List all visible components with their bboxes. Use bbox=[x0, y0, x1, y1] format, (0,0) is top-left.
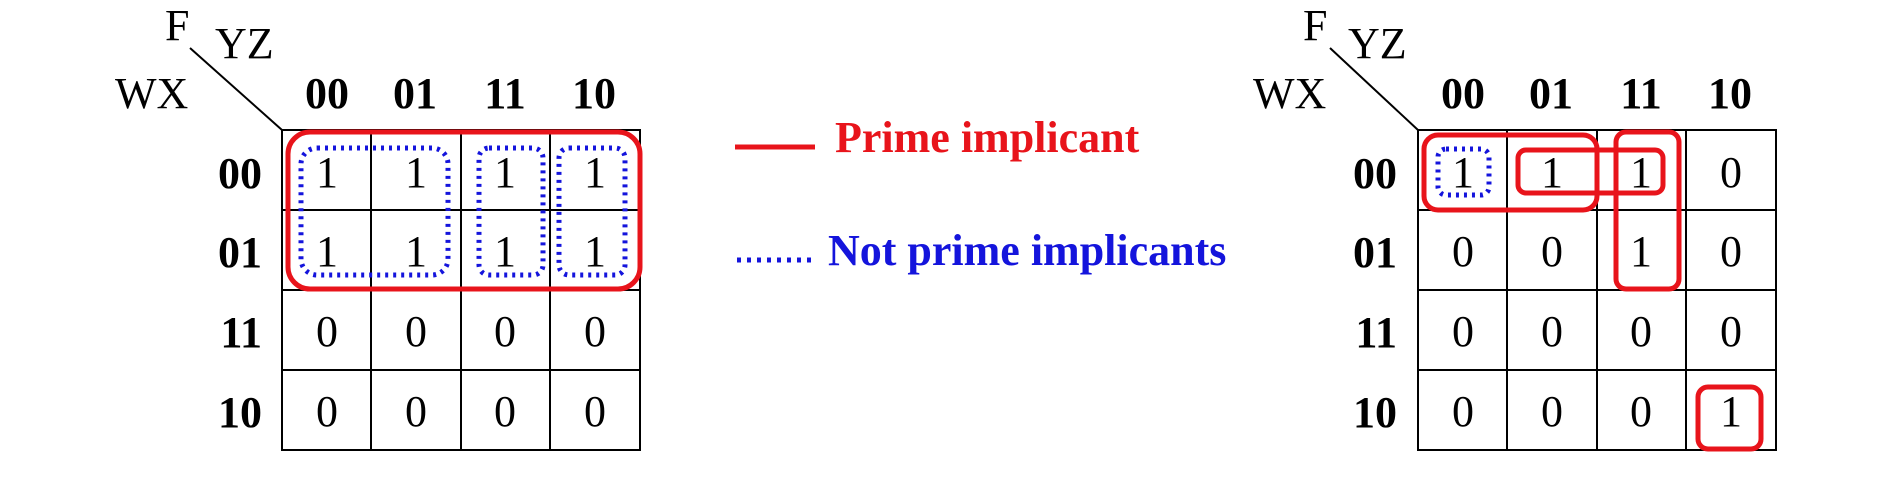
kmap-right-row-header: 10 bbox=[1353, 388, 1397, 437]
kmap-right-col-var-label: YZ bbox=[1348, 19, 1407, 68]
kmap-left-cell: 1 bbox=[494, 227, 516, 276]
kmap-left-cell: 1 bbox=[405, 227, 427, 276]
kmap-right-row-var-label: WX bbox=[1253, 69, 1326, 118]
kmap-left-cell: 1 bbox=[405, 148, 427, 197]
kmap-right-col-header: 01 bbox=[1529, 69, 1573, 118]
kmap-right-cell: 0 bbox=[1541, 227, 1563, 276]
kmap-left-prime-implicant-loop bbox=[285, 129, 643, 292]
kmap-left-cell: 1 bbox=[316, 227, 338, 276]
kmap-right-cell: 1 bbox=[1630, 148, 1652, 197]
kmap-right-row-headers: 00 01 11 10 bbox=[1353, 149, 1397, 437]
kmap-left-col-header: 11 bbox=[484, 69, 526, 118]
kmap-right-nonprime-loop bbox=[1435, 146, 1492, 198]
kmap-right: F YZ WX 00 01 11 10 00 01 11 10 1 1 1 bbox=[1253, 1, 1777, 452]
kmap-right-prime-implicant-loop bbox=[1613, 129, 1682, 292]
kmap-left-col-header: 00 bbox=[305, 69, 349, 118]
kmap-right-cell: 1 bbox=[1720, 387, 1742, 436]
kmap-left-nonprime-loop bbox=[298, 145, 451, 278]
kmap-left-col-header: 01 bbox=[393, 69, 437, 118]
kmap-left-col-var-label: YZ bbox=[215, 19, 274, 68]
kmap-right-col-header: 00 bbox=[1441, 69, 1485, 118]
legend: Prime implicant Not prime implicants bbox=[735, 113, 1226, 275]
kmap-right-cell: 0 bbox=[1541, 387, 1563, 436]
kmap-left-row-header: 00 bbox=[218, 149, 262, 198]
kmap-left-cell: 0 bbox=[584, 307, 606, 356]
kmap-right-cell: 0 bbox=[1452, 227, 1474, 276]
kmap-right-cells: 1 1 1 0 0 0 1 0 0 0 0 0 0 0 0 1 bbox=[1452, 148, 1742, 436]
kmap-right-cell: 0 bbox=[1630, 387, 1652, 436]
kmap-right-col-headers: 00 01 11 10 bbox=[1441, 69, 1752, 118]
kmap-right-col-header: 11 bbox=[1620, 69, 1662, 118]
legend-prime-label: Prime implicant bbox=[835, 113, 1140, 162]
kmap-right-cell: 0 bbox=[1541, 307, 1563, 356]
kmap-right-cell: 0 bbox=[1452, 387, 1474, 436]
kmap-right-col-header: 10 bbox=[1708, 69, 1752, 118]
kmap-left-row-var-label: WX bbox=[115, 69, 188, 118]
kmap-right-cell: 0 bbox=[1452, 307, 1474, 356]
kmap-right-cell: 0 bbox=[1720, 227, 1742, 276]
kmap-left-cell: 1 bbox=[494, 148, 516, 197]
kmap-left-cell: 0 bbox=[494, 387, 516, 436]
kmap-right-cell: 1 bbox=[1541, 148, 1563, 197]
kmap-right-prime-implicant-loop bbox=[1421, 132, 1600, 213]
kmap-left-corner-diagonal bbox=[189, 47, 283, 131]
kmap-left-cell: 1 bbox=[584, 148, 606, 197]
kmap-left-col-header: 10 bbox=[572, 69, 616, 118]
kmap-right-row-header: 01 bbox=[1353, 228, 1397, 277]
kmap-left-cell: 1 bbox=[584, 227, 606, 276]
kmap-right-cell: 1 bbox=[1630, 227, 1652, 276]
kmap-left-cell: 0 bbox=[584, 387, 606, 436]
kmap-right-corner-diagonal bbox=[1329, 47, 1419, 131]
kmap-right-cell: 0 bbox=[1720, 307, 1742, 356]
kmap-left-col-headers: 00 01 11 10 bbox=[305, 69, 616, 118]
kmap-right-prime-implicant-loop bbox=[1695, 384, 1764, 452]
kmap-right-cell: 1 bbox=[1452, 148, 1474, 197]
kmap-left-row-header: 01 bbox=[218, 228, 262, 277]
legend-nonprime-label: Not prime implicants bbox=[828, 226, 1226, 275]
kmap-left-nonprime-loop bbox=[476, 145, 546, 278]
kmap-right-prime-implicant-loop bbox=[1515, 147, 1666, 196]
kmap-left-row-header: 11 bbox=[220, 308, 262, 357]
kmap-right-grid bbox=[1417, 129, 1777, 451]
kmap-left-cell: 0 bbox=[316, 387, 338, 436]
kmap-left-row-header: 10 bbox=[218, 388, 262, 437]
kmap-left: F YZ WX 00 01 11 10 00 01 11 10 1 1 1 bbox=[115, 1, 643, 451]
kmap-left-cells: 1 1 1 1 1 1 1 1 0 0 0 0 0 0 0 0 bbox=[316, 148, 606, 436]
kmap-left-cell: 0 bbox=[405, 307, 427, 356]
kmap-left-cell: 0 bbox=[405, 387, 427, 436]
kmap-right-function-label: F bbox=[1303, 1, 1327, 50]
kmap-left-cell: 0 bbox=[494, 307, 516, 356]
kmap-left-cell: 0 bbox=[316, 307, 338, 356]
kmap-left-cell: 1 bbox=[316, 148, 338, 197]
kmap-right-cell: 0 bbox=[1630, 307, 1652, 356]
kmap-right-row-header: 11 bbox=[1355, 308, 1397, 357]
kmap-right-row-header: 00 bbox=[1353, 149, 1397, 198]
kmap-right-cell: 0 bbox=[1720, 148, 1742, 197]
kmap-left-row-headers: 00 01 11 10 bbox=[218, 149, 262, 437]
kmap-left-function-label: F bbox=[165, 1, 189, 50]
